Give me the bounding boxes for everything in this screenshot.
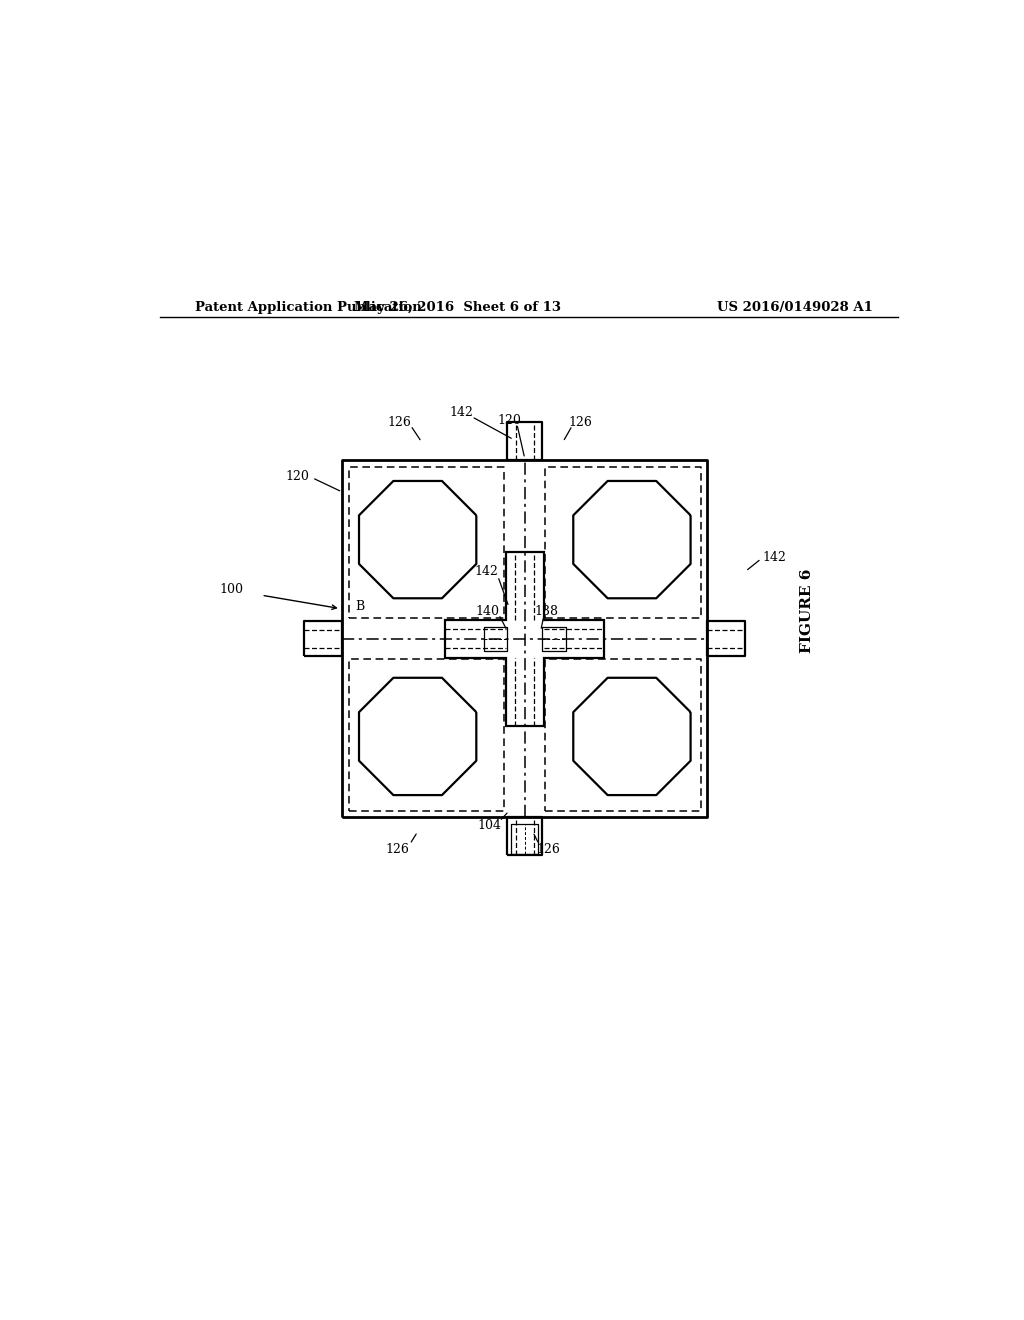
Text: 138: 138 bbox=[535, 605, 558, 618]
Text: B: B bbox=[355, 599, 365, 612]
Text: 140: 140 bbox=[475, 605, 500, 618]
Text: 142: 142 bbox=[763, 550, 786, 564]
Text: 126: 126 bbox=[387, 416, 412, 429]
Text: 126: 126 bbox=[537, 842, 560, 855]
Text: Patent Application Publication: Patent Application Publication bbox=[196, 301, 422, 314]
Text: 104: 104 bbox=[478, 818, 502, 832]
Text: 120: 120 bbox=[497, 414, 521, 428]
Text: 126: 126 bbox=[386, 842, 410, 855]
Text: May 26, 2016  Sheet 6 of 13: May 26, 2016 Sheet 6 of 13 bbox=[354, 301, 561, 314]
Text: 142: 142 bbox=[475, 565, 499, 578]
Text: US 2016/0149028 A1: US 2016/0149028 A1 bbox=[717, 301, 872, 314]
Text: 100: 100 bbox=[219, 583, 243, 597]
Text: 126: 126 bbox=[568, 416, 592, 429]
Text: 142: 142 bbox=[450, 407, 473, 420]
Text: 120: 120 bbox=[285, 470, 309, 483]
Text: FIGURE 6: FIGURE 6 bbox=[800, 569, 813, 653]
